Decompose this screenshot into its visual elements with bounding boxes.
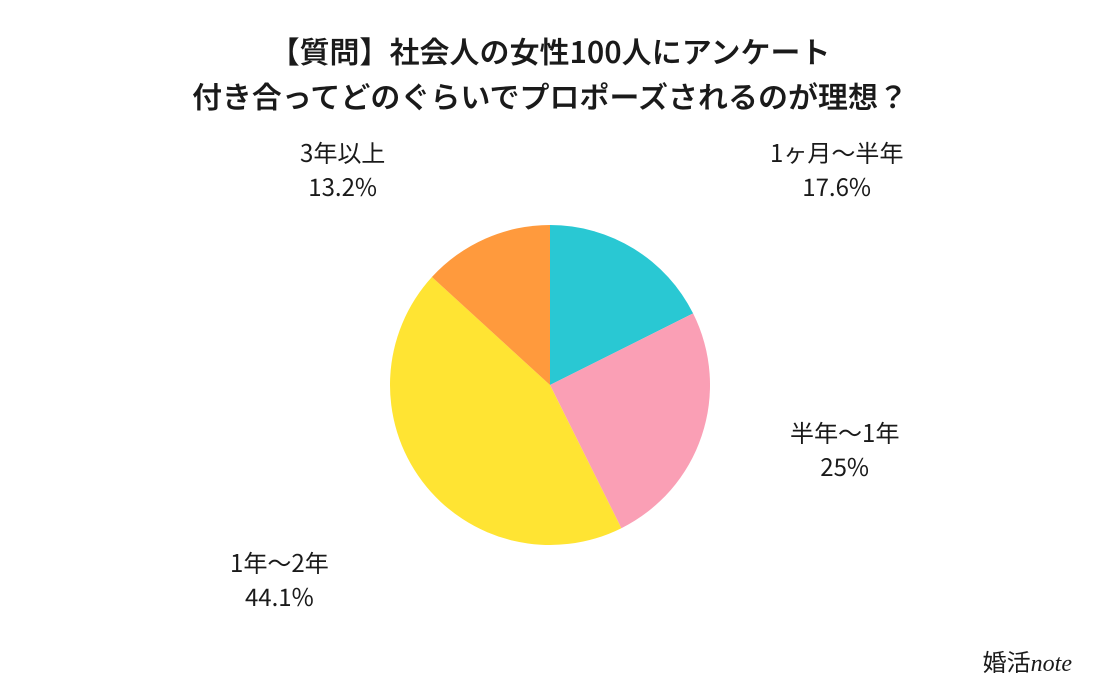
slice-label-value: 25% [790, 449, 899, 483]
slice-label: 1年〜2年44.1% [230, 545, 329, 612]
slice-label-value: 17.6% [770, 169, 903, 203]
slice-label: 3年以上13.2% [300, 135, 385, 202]
watermark: 婚活note [983, 643, 1072, 678]
slice-label-text: 3年以上 [300, 135, 385, 169]
watermark-en: note [1031, 651, 1072, 677]
slice-label-value: 44.1% [230, 579, 329, 613]
slice-label: 1ヶ月〜半年17.6% [770, 135, 903, 202]
watermark-jp: 婚活 [983, 643, 1031, 678]
chart-title: 【質問】社会人の女性100人にアンケート 付き合ってどのぐらいでプロポーズされる… [0, 0, 1100, 118]
slice-label-text: 1ヶ月〜半年 [770, 135, 903, 169]
title-line-1: 【質問】社会人の女性100人にアンケート [0, 28, 1100, 73]
slice-label: 半年〜1年25% [790, 415, 899, 482]
pie-chart: 1ヶ月〜半年17.6%半年〜1年25%1年〜2年44.1%3年以上13.2% [330, 165, 770, 605]
pie-svg [330, 165, 770, 605]
slice-label-value: 13.2% [300, 169, 385, 203]
slice-label-text: 半年〜1年 [790, 415, 899, 449]
title-line-2: 付き合ってどのぐらいでプロポーズされるのが理想？ [0, 73, 1100, 118]
slice-label-text: 1年〜2年 [230, 545, 329, 579]
